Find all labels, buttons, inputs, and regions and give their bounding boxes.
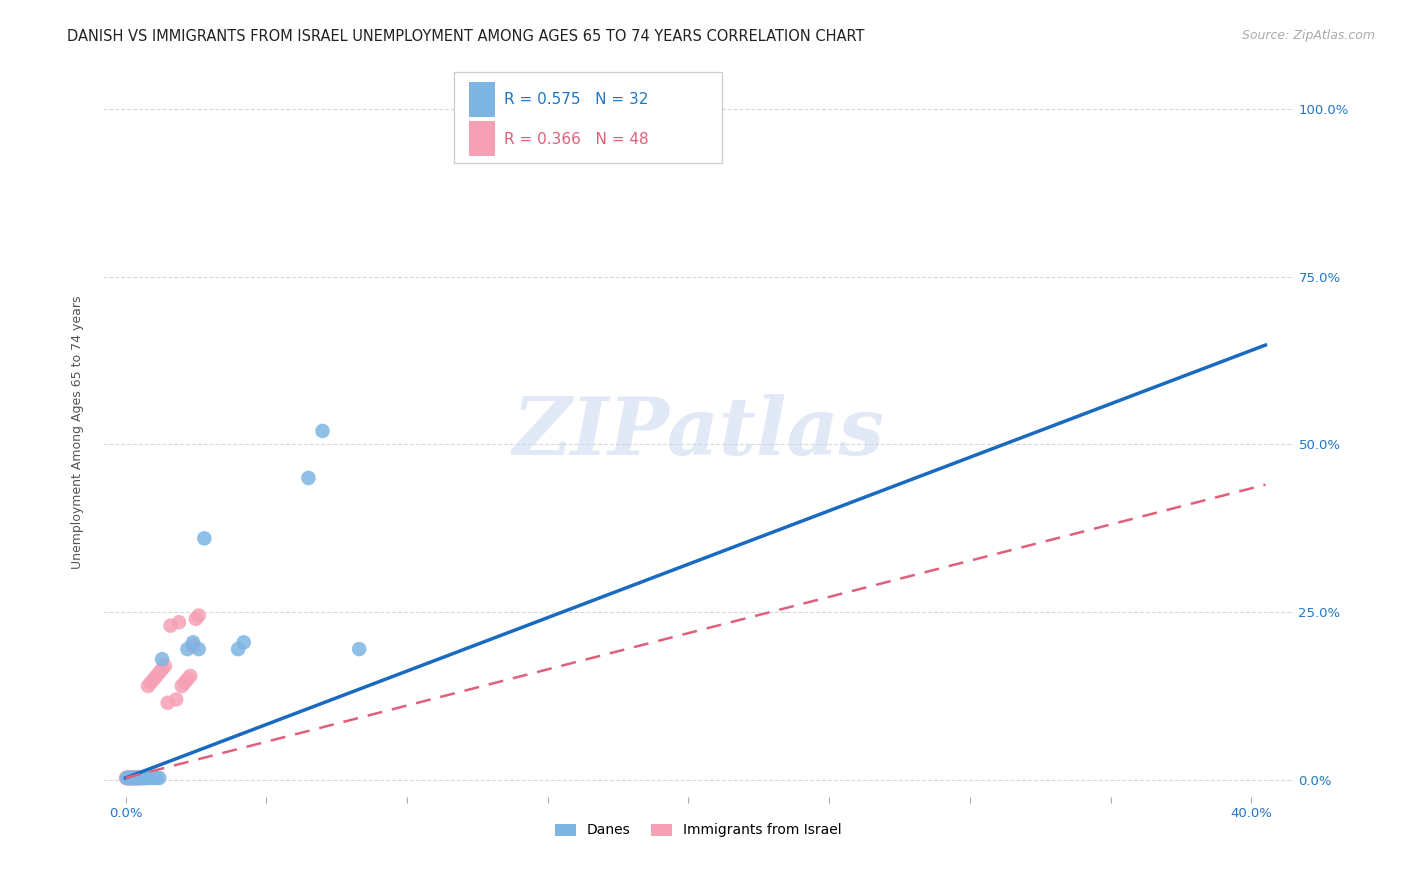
- Point: [134, 771, 156, 785]
- Point: [117, 771, 139, 785]
- Point: [125, 771, 148, 785]
- Point: [118, 771, 141, 785]
- Point: [122, 771, 145, 785]
- Point: [142, 771, 165, 785]
- FancyBboxPatch shape: [468, 82, 495, 118]
- Point: [139, 771, 162, 785]
- Point: [121, 771, 143, 785]
- Point: [187, 608, 209, 623]
- Point: [120, 771, 142, 785]
- Text: Source: ZipAtlas.com: Source: ZipAtlas.com: [1241, 29, 1375, 43]
- Point: [125, 771, 148, 785]
- Point: [117, 771, 139, 785]
- Point: [122, 771, 145, 785]
- Text: ZIPatlas: ZIPatlas: [512, 394, 884, 471]
- Point: [226, 642, 249, 657]
- Point: [159, 618, 181, 632]
- Point: [125, 771, 148, 785]
- Text: R = 0.366   N = 48: R = 0.366 N = 48: [505, 132, 648, 146]
- Point: [122, 771, 145, 785]
- Point: [148, 771, 170, 785]
- Point: [128, 771, 150, 785]
- Point: [153, 658, 176, 673]
- Text: R = 0.575   N = 32: R = 0.575 N = 32: [505, 93, 648, 107]
- Point: [131, 771, 153, 785]
- Point: [170, 679, 193, 693]
- Point: [167, 615, 190, 630]
- Point: [128, 771, 150, 785]
- FancyBboxPatch shape: [468, 121, 495, 156]
- Point: [131, 771, 153, 785]
- Point: [118, 771, 141, 785]
- Point: [128, 771, 150, 785]
- Point: [131, 771, 153, 785]
- Point: [134, 771, 156, 785]
- Point: [131, 771, 153, 785]
- Point: [117, 771, 139, 785]
- Point: [134, 771, 156, 785]
- Point: [125, 771, 148, 785]
- Point: [148, 665, 170, 680]
- Point: [136, 771, 159, 785]
- Point: [565, 102, 588, 116]
- Point: [115, 771, 138, 785]
- Point: [232, 635, 254, 649]
- Point: [173, 675, 195, 690]
- Text: DANISH VS IMMIGRANTS FROM ISRAEL UNEMPLOYMENT AMONG AGES 65 TO 74 YEARS CORRELAT: DANISH VS IMMIGRANTS FROM ISRAEL UNEMPLO…: [67, 29, 865, 45]
- Point: [128, 771, 150, 785]
- Point: [181, 639, 204, 653]
- Point: [117, 771, 139, 785]
- Point: [165, 692, 187, 706]
- Point: [115, 771, 138, 785]
- Point: [128, 771, 150, 785]
- Point: [311, 424, 333, 438]
- Point: [139, 675, 162, 690]
- Point: [176, 642, 198, 657]
- Point: [347, 642, 370, 657]
- Point: [187, 642, 209, 657]
- Point: [124, 771, 146, 785]
- Point: [122, 771, 145, 785]
- Point: [122, 771, 145, 785]
- Point: [193, 532, 215, 546]
- Point: [121, 771, 143, 785]
- Point: [125, 771, 148, 785]
- Point: [120, 771, 142, 785]
- FancyBboxPatch shape: [454, 72, 723, 163]
- Point: [115, 771, 138, 785]
- Legend: Danes, Immigrants from Israel: Danes, Immigrants from Israel: [548, 816, 849, 845]
- Point: [150, 652, 173, 666]
- Point: [156, 696, 179, 710]
- Point: [118, 771, 141, 785]
- Point: [176, 673, 198, 687]
- Y-axis label: Unemployment Among Ages 65 to 74 years: Unemployment Among Ages 65 to 74 years: [72, 296, 84, 569]
- Point: [115, 771, 138, 785]
- Point: [125, 771, 148, 785]
- Point: [122, 771, 145, 785]
- Point: [125, 771, 148, 785]
- Point: [184, 612, 207, 626]
- Point: [181, 635, 204, 649]
- Point: [120, 771, 142, 785]
- Point: [145, 669, 167, 683]
- Point: [145, 771, 167, 785]
- Point: [115, 771, 138, 785]
- Point: [142, 673, 165, 687]
- Point: [179, 669, 201, 683]
- Point: [120, 771, 142, 785]
- Point: [117, 771, 139, 785]
- Point: [136, 679, 159, 693]
- Point: [297, 471, 319, 485]
- Point: [121, 771, 143, 785]
- Point: [150, 662, 173, 676]
